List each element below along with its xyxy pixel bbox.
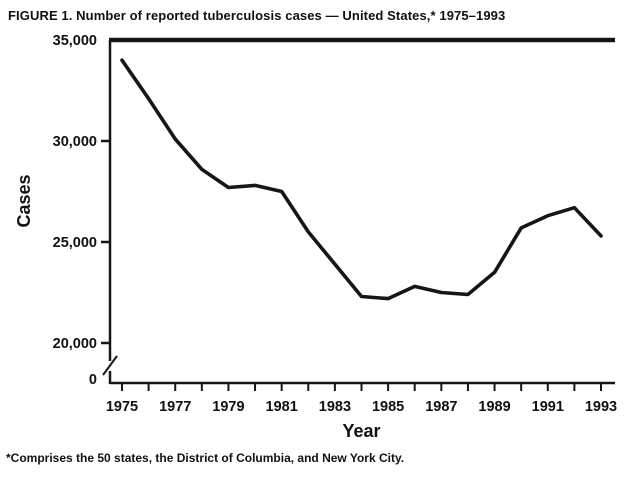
x-tick-label: 1991	[532, 399, 564, 415]
x-tick-label: 1985	[372, 399, 404, 415]
figure-page: FIGURE 1. Number of reported tuberculosi…	[0, 8, 629, 465]
x-tick-label: 1987	[425, 399, 457, 415]
y-tick-label: 30,000	[53, 134, 97, 150]
tb-cases-line	[120, 58, 603, 301]
figure-title: FIGURE 1. Number of reported tuberculosi…	[8, 8, 506, 23]
x-tick-label: 1981	[266, 399, 298, 415]
y-tick-label: 25,000	[53, 235, 97, 251]
y-tick-label: 0	[89, 372, 97, 388]
tb-cases-line-chart: 35,000 30,000 25,000 20,000 0 1975 1977 1979 198…	[0, 25, 629, 449]
axis-break-mark	[102, 355, 118, 376]
x-tick-label: 1977	[159, 399, 191, 415]
x-tick-label: 1979	[212, 399, 244, 415]
y-tick-label: 35,000	[53, 33, 97, 49]
chart-svg: 35,000 30,000 25,000 20,000 0 1975 1977 1979 198…	[14, 33, 617, 441]
figure-footnote: *Comprises the 50 states, the District o…	[6, 451, 405, 465]
x-tick-label: 1983	[319, 399, 351, 415]
x-tick-label: 1993	[585, 399, 617, 415]
x-axis-title: Year	[342, 421, 380, 441]
y-tick-label: 20,000	[53, 336, 97, 352]
x-tick-label: 1989	[478, 399, 510, 415]
y-axis-title: Cases	[14, 174, 34, 227]
x-tick-label: 1975	[106, 399, 138, 415]
